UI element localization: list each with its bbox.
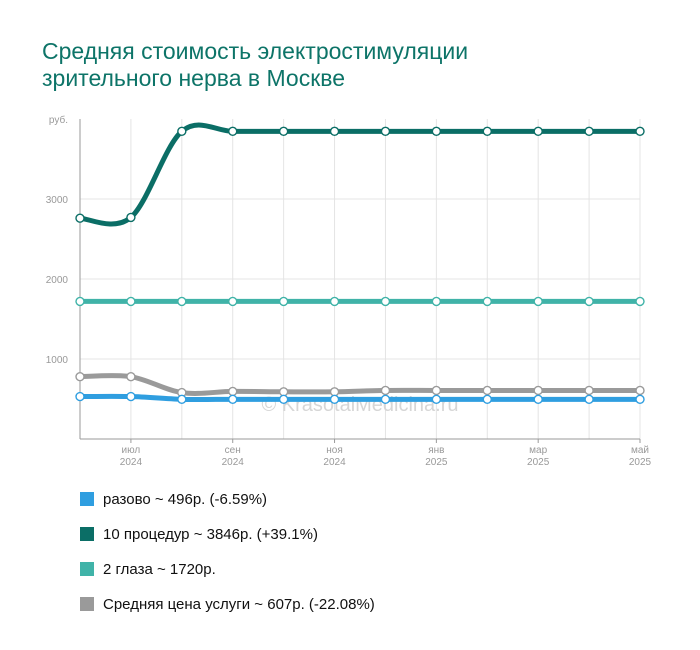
price-line-chart: 100020003000руб.июл2024сен2024ноя2024янв… — [46, 114, 652, 468]
series-2-point — [228, 386, 238, 397]
series-1-point — [278, 296, 289, 307]
x-tick-year: 2024 — [323, 457, 346, 468]
series-0-point — [380, 126, 391, 137]
legend-label: Средняя цена услуги ~ 607р. (-22.08%) — [103, 595, 375, 613]
legend-swatch — [80, 562, 94, 576]
series-2-point — [431, 385, 442, 396]
series-2-point — [126, 371, 136, 382]
series-0-point — [75, 213, 85, 223]
series-2-point — [482, 385, 492, 396]
x-tick-year: 2025 — [425, 457, 448, 468]
x-tick-year: 2025 — [527, 457, 550, 468]
legend-label: 2 глаза ~ 1720р. — [103, 560, 216, 578]
series-2-line — [77, 373, 643, 396]
series-3-point — [75, 391, 85, 402]
series-1-point — [431, 296, 442, 307]
x-tick-year: 2024 — [222, 457, 245, 468]
series-1-point — [329, 296, 340, 307]
chart-title-line-2: зрительного нерва в Москве — [42, 65, 346, 91]
series-1-point — [228, 296, 238, 307]
series-3-point — [533, 394, 543, 405]
series-0-point — [278, 126, 289, 137]
y-tick-label: 1000 — [46, 355, 69, 366]
series-2-point — [329, 387, 340, 397]
legend-swatch — [80, 597, 94, 611]
series-0-point — [431, 126, 442, 137]
series-2-point — [584, 385, 594, 396]
series-0-point — [126, 212, 136, 223]
series-2-point — [635, 385, 645, 396]
series-0-point — [177, 126, 187, 137]
series-3-point — [126, 391, 136, 402]
chart-legend: разово ~ 496р. (-6.59%) 10 процедур ~ 38… — [80, 488, 375, 628]
legend-item-10-procedures[interactable]: 10 процедур ~ 3846р. (+39.1%) — [80, 523, 375, 545]
x-tick-month: май — [631, 445, 649, 456]
series-1-point — [380, 296, 391, 307]
series-1-point — [126, 296, 136, 307]
series-0-point — [635, 126, 645, 137]
series-3-point — [177, 394, 187, 405]
y-tick-label: 3000 — [46, 195, 69, 206]
series-1-point — [75, 296, 85, 307]
series-0-point — [482, 126, 492, 137]
legend-item-razovo[interactable]: разово ~ 496р. (-6.59%) — [80, 488, 375, 510]
series-3-point — [431, 394, 442, 405]
series-0-point — [228, 126, 238, 137]
legend-label: 10 процедур ~ 3846р. (+39.1%) — [103, 525, 318, 543]
series-2-point — [533, 385, 543, 396]
series-3-point — [380, 394, 391, 405]
x-tick-year: 2025 — [629, 457, 652, 468]
series-3-point — [635, 394, 645, 405]
series-0-point — [533, 126, 543, 137]
legend-item-2-eyes[interactable]: 2 глаза ~ 1720р. — [80, 558, 375, 580]
legend-label: разово ~ 496р. (-6.59%) — [103, 490, 268, 508]
y-tick-label: 2000 — [46, 275, 69, 286]
series-0-line — [77, 122, 643, 227]
x-tick-month: сен — [225, 445, 241, 456]
x-tick-year: 2024 — [120, 457, 143, 468]
series-1-point — [584, 296, 594, 307]
chart-title-line-1: Средняя стоимость электростимуляции — [42, 38, 469, 64]
series-1-point — [635, 296, 645, 307]
series-3-point — [329, 394, 340, 405]
x-tick-month: ноя — [326, 445, 343, 456]
x-tick-month: мар — [529, 445, 547, 456]
series-1-point — [482, 296, 492, 307]
series-2-point — [380, 385, 391, 396]
legend-swatch — [80, 527, 94, 541]
series-1-point — [533, 296, 543, 307]
x-tick-month: янв — [428, 445, 444, 456]
legend-swatch — [80, 492, 94, 506]
series-3-point — [278, 394, 289, 405]
series-0-point — [329, 126, 340, 137]
series-3-point — [228, 394, 238, 405]
series-0-point — [584, 126, 594, 137]
chart-title: Средняя стоимость электростимуляции зрит… — [42, 38, 468, 92]
y-unit-label: руб. — [49, 114, 68, 126]
series-1-point — [177, 296, 187, 307]
series-3-point — [584, 394, 594, 405]
legend-item-average-price[interactable]: Средняя цена услуги ~ 607р. (-22.08%) — [80, 593, 375, 615]
series-2-point — [278, 387, 289, 397]
x-tick-month: июл — [122, 445, 141, 456]
series-3-point — [482, 394, 492, 405]
series-2-point — [75, 371, 85, 382]
